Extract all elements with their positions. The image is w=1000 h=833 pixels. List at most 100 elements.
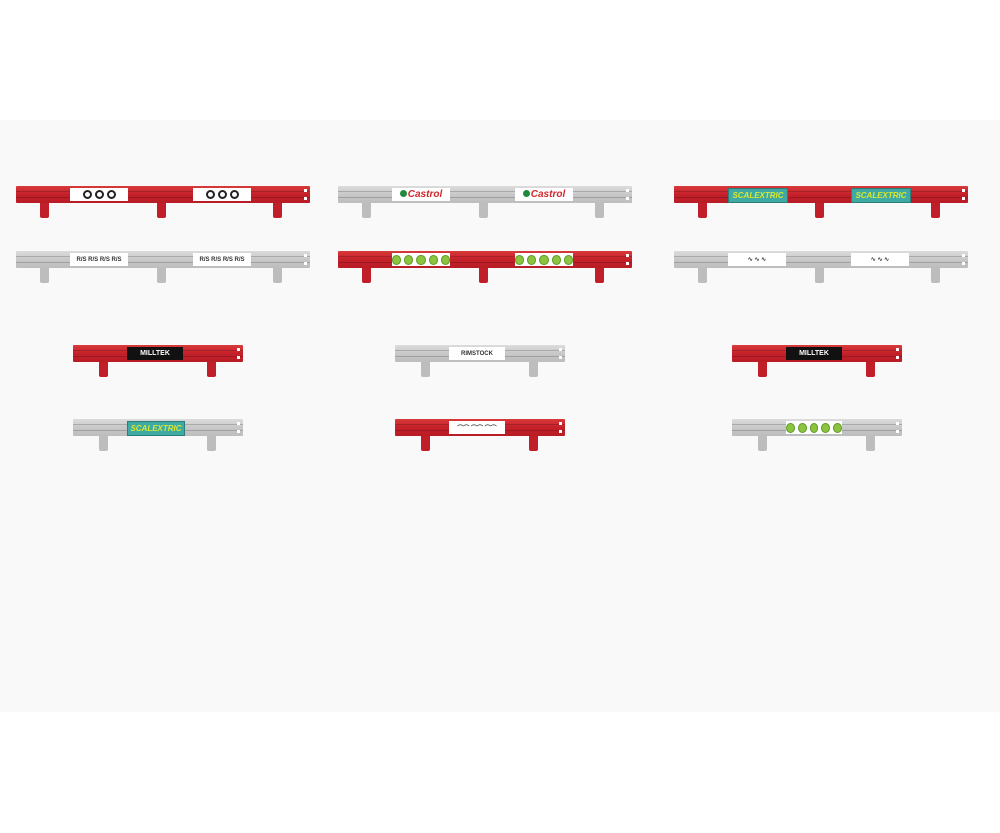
barrier-foot <box>698 268 707 283</box>
sponsor-panel: ⌒⌒ ⌒⌒ ⌒⌒ <box>449 421 505 434</box>
logo-text: Castrol <box>399 189 443 200</box>
sponsor-panel: R/S R/S R/S R/S <box>193 253 251 266</box>
barrier-short-grey-green-dots <box>732 419 902 451</box>
green-dot-icon <box>404 254 414 265</box>
barrier-foot <box>40 268 49 283</box>
logo-label: SCALEXTRIC <box>130 424 182 433</box>
barrier-foot <box>758 362 767 377</box>
barrier-foot <box>157 268 166 283</box>
green-dot-icon <box>809 422 819 433</box>
barrier-rail <box>16 186 310 203</box>
barrier-long-grey-text: R/S R/S R/S R/S R/S R/S R/S R/S <box>16 251 310 283</box>
barrier-foot <box>479 268 488 283</box>
logo-label: ∿ ∿ ∿ <box>870 257 890 263</box>
barrier-long-red-green-dots <box>338 251 632 283</box>
bolt-icon <box>896 422 899 425</box>
barrier-long-grey-figures: ∿ ∿ ∿ ∿ ∿ ∿ <box>674 251 968 283</box>
logo-text: SCALEXTRIC <box>732 191 783 200</box>
bolt-icon <box>962 262 965 265</box>
sponsor-panel <box>392 253 450 266</box>
barrier-foot <box>207 436 216 451</box>
castrol-emblem-icon <box>522 190 530 197</box>
barrier-foot <box>362 268 371 283</box>
barrier-foot <box>595 268 604 283</box>
logo-text: R/S R/S R/S R/S <box>199 257 244 263</box>
bolt-icon <box>237 422 240 425</box>
logo-text: MILLTEK <box>799 350 829 357</box>
barrier-foot <box>207 362 216 377</box>
sponsor-panel: SCALEXTRIC <box>127 421 185 436</box>
barrier-foot <box>273 203 282 218</box>
barrier-rail <box>338 186 632 203</box>
logo-text: ∿ ∿ ∿ <box>748 256 766 263</box>
bolt-icon <box>962 189 965 192</box>
barrier-foot <box>529 362 538 377</box>
bolt-icon <box>559 348 562 351</box>
bolt-icon <box>626 189 629 192</box>
bolt-icon <box>962 197 965 200</box>
barrier-foot <box>758 436 767 451</box>
logo-label: RIMSTOCK <box>461 350 493 357</box>
logo-label: R/S R/S R/S R/S <box>76 256 122 263</box>
barrier-foot <box>157 203 166 218</box>
barrier-foot <box>40 203 49 218</box>
barrier-foot <box>815 268 824 283</box>
barrier-foot <box>595 203 604 218</box>
bolt-icon <box>559 356 562 359</box>
bolt-icon <box>304 262 307 265</box>
logo-label: SCALEXTRIC <box>732 191 784 200</box>
barrier-foot <box>421 436 430 451</box>
logo-label: R/S R/S R/S R/S <box>199 256 245 263</box>
green-dot-icon <box>797 422 807 433</box>
barrier-long-grey-castrol: Castrol Castrol <box>338 186 632 218</box>
green-dot-icon <box>392 254 402 265</box>
green-dot-icon <box>539 254 549 265</box>
sponsor-panel: SCALEXTRIC <box>851 188 911 203</box>
bolt-icon <box>559 422 562 425</box>
logo-text: R/S R/S R/S R/S <box>76 257 121 263</box>
green-dot-icon <box>515 254 525 265</box>
logo-text: RIMSTOCK <box>461 351 493 357</box>
logo-text: ∿ ∿ ∿ <box>871 256 889 263</box>
bolt-icon <box>304 197 307 200</box>
bolt-icon <box>896 430 899 433</box>
green-dot-icon <box>786 422 795 433</box>
logo-label: Castrol <box>530 189 566 200</box>
bolt-icon <box>962 254 965 257</box>
background-band <box>0 120 1000 712</box>
green-dot-icon <box>416 254 426 265</box>
barrier-short-grey-scalextric: SCALEXTRIC <box>73 419 243 451</box>
sponsor-panel: MILLTEK <box>786 347 842 360</box>
ring-logo-icon <box>205 190 215 199</box>
sponsor-panel: MILLTEK <box>127 347 183 360</box>
barrier-foot <box>479 203 488 218</box>
sponsor-panel <box>786 421 842 434</box>
logo-label: MILLTEK <box>799 350 829 357</box>
bolt-icon <box>237 430 240 433</box>
barrier-foot <box>421 362 430 377</box>
barrier-short-red-milltek-2: MILLTEK <box>732 345 902 377</box>
logo-label: ∿ ∿ ∿ <box>747 257 767 263</box>
castrol-emblem-icon <box>399 190 407 197</box>
barrier-foot <box>529 436 538 451</box>
logo-label: Castrol <box>407 189 443 200</box>
logo-text: MILLTEK <box>140 350 170 357</box>
green-dot-icon <box>551 254 561 265</box>
sponsor-panel: SCALEXTRIC <box>728 188 788 203</box>
barrier-rail <box>674 251 968 268</box>
bolt-icon <box>304 189 307 192</box>
bolt-icon <box>626 197 629 200</box>
green-dot-icon <box>428 254 438 265</box>
bolt-icon <box>626 254 629 257</box>
sponsor-panel <box>515 253 573 266</box>
barrier-foot <box>931 268 940 283</box>
bolt-icon <box>237 356 240 359</box>
logo-label: MILLTEK <box>140 350 170 357</box>
barrier-long-red-rings <box>16 186 310 218</box>
barrier-long-red-scalextric: SCALEXTRIC SCALEXTRIC <box>674 186 968 218</box>
sponsor-panel: R/S R/S R/S R/S <box>70 253 128 266</box>
barrier-foot <box>866 362 875 377</box>
barrier-foot <box>931 203 940 218</box>
logo-label: SCALEXTRIC <box>855 191 907 200</box>
logo-text: SCALEXTRIC <box>855 191 906 200</box>
